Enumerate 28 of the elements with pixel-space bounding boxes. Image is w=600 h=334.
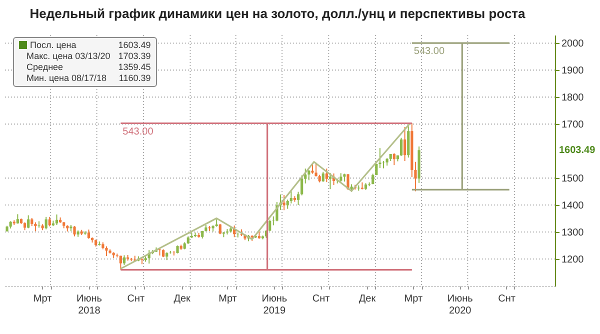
x-tick-label: Июнь 2019 [262,294,288,316]
x-tick-label: Дек [358,294,376,304]
x-tick-label: Снт [312,294,330,304]
chart-title: Недельный график динамики цен на золото, долл./унц и перспективы роста [28,6,526,21]
x-tick-label: Июнь 2020 [447,294,473,316]
y-tick-label: 1800 [562,92,584,104]
y-tick-label: 1400 [562,200,584,212]
annotation: 1603.49 [118,40,151,51]
x-tick-label: Мрт [33,294,52,304]
x-tick-label: Дек [174,294,192,304]
text: 1603.49 [559,145,596,156]
annotation: 543.00 [414,46,445,58]
x-tick-label: Мрт [404,294,423,304]
x-tick-label: Июнь 2018 [76,294,102,316]
text: Среднее 1359.45 [26,62,151,72]
annotation: Макс. цена 03/13/20 1703.39 [26,51,151,62]
y-tick-label: 2000 [562,38,584,50]
annotation: 543.00 [122,126,154,138]
y-tick-label: 1900 [562,66,584,77]
y-tick-label: 1700 [562,120,584,131]
y-tick-label: 1300 [562,228,584,239]
y-tick-label: 1500 [562,174,584,185]
y-tick-label: 1200 [562,254,584,266]
text: Мин. цена 08/17/18 1160.39 [26,73,151,83]
x-tick-label: Снт [498,294,516,304]
x-tick-label: Снт [127,294,145,304]
x-tick-label: Мрт [218,294,238,304]
text: Посл. цена [29,40,76,51]
